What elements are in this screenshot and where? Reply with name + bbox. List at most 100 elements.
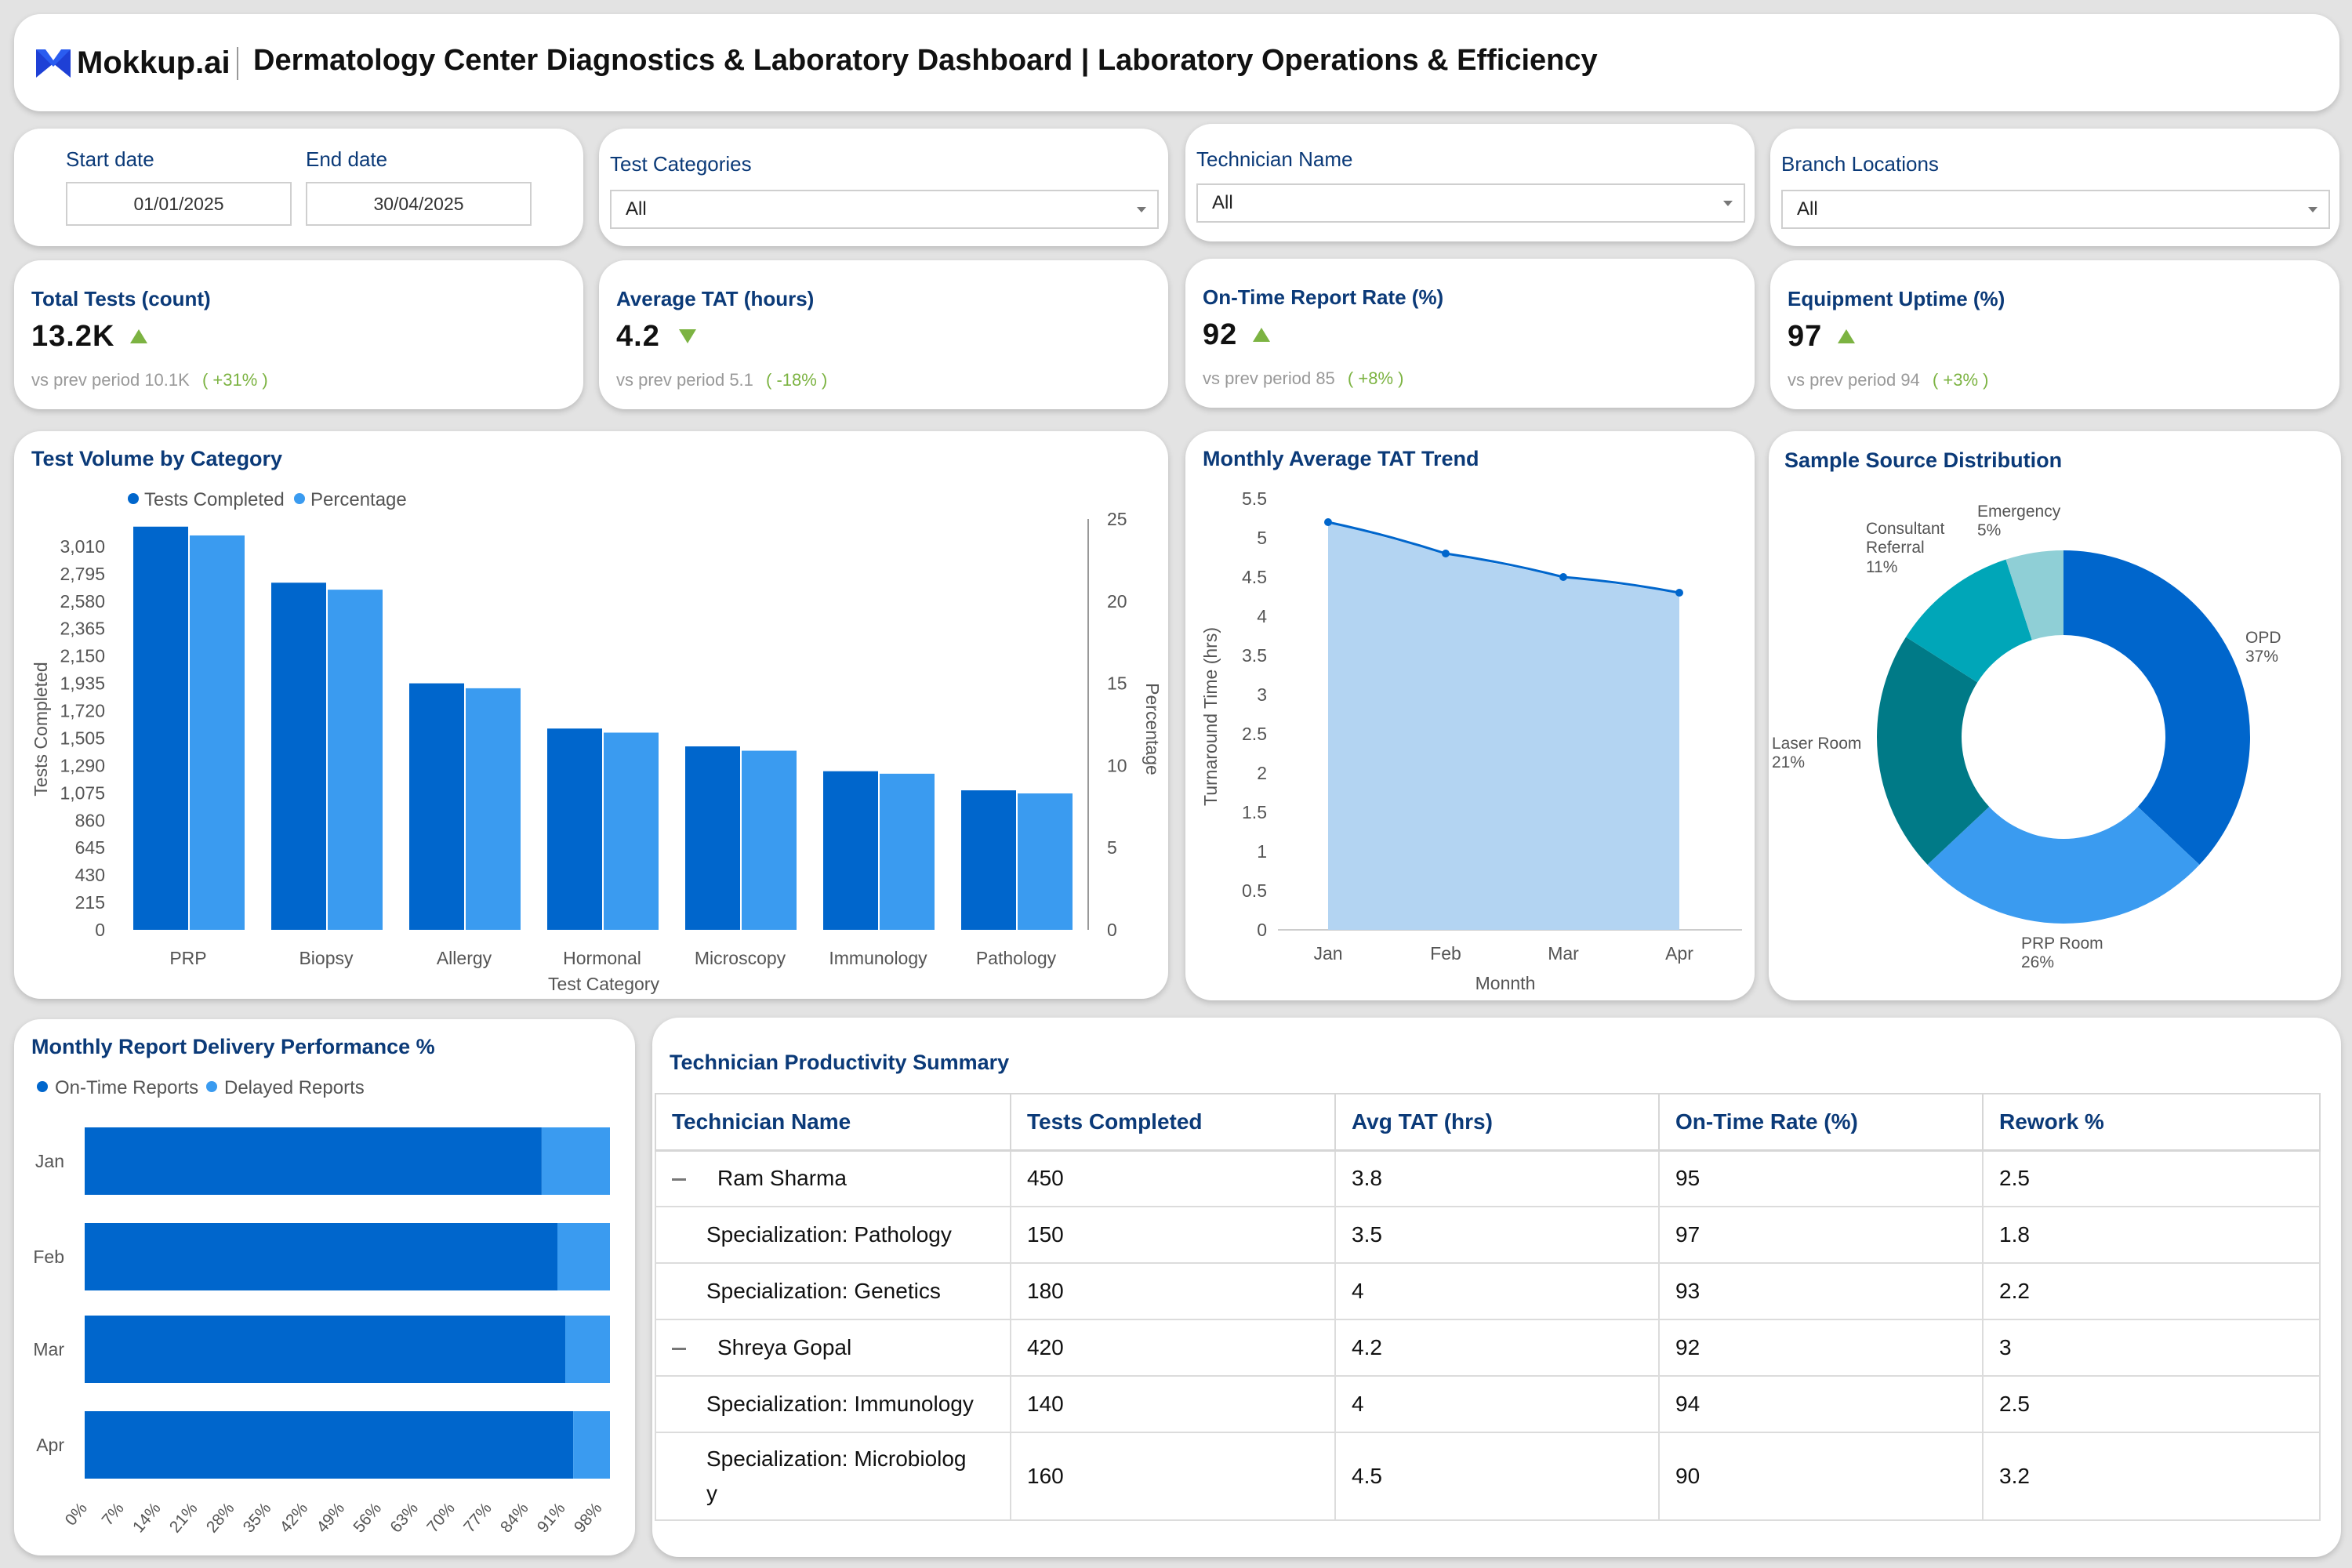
ontime-cell: 90: [1658, 1432, 1984, 1521]
y2-tick-label: 10: [1107, 755, 1127, 775]
collapse-icon[interactable]: [672, 1348, 686, 1351]
bar-percentage[interactable]: [604, 732, 659, 930]
test-categories-select[interactable]: All: [610, 190, 1159, 229]
y2-tick-label: 15: [1107, 673, 1127, 694]
test-categories-value: All: [626, 198, 647, 220]
legend-percentage[interactable]: Percentage: [310, 489, 407, 510]
col-tests-completed[interactable]: Tests Completed: [1010, 1093, 1336, 1152]
start-date-input[interactable]: 01/01/2025: [66, 182, 292, 226]
y-axis-label: Tests Completed: [31, 662, 51, 796]
col-rework[interactable]: Rework %: [1982, 1093, 2321, 1152]
logo-text: Mokkup.ai: [77, 45, 230, 80]
kpi-label: On-Time Report Rate (%): [1203, 285, 1444, 309]
y-tick-label: 0: [1257, 920, 1267, 940]
x-tick-label: Feb: [1430, 943, 1461, 964]
col-avg-tat[interactable]: Avg TAT (hrs): [1334, 1093, 1660, 1152]
bar-tests-completed[interactable]: [409, 683, 464, 930]
branch-select[interactable]: All: [1781, 190, 2330, 229]
col-on-time-rate[interactable]: On-Time Rate (%): [1658, 1093, 1984, 1152]
slice-laser-room[interactable]: [1877, 637, 1990, 865]
y-tick-label: 1: [1257, 841, 1267, 862]
y-tick-label: Mar: [33, 1339, 64, 1359]
trend-up-icon: [1838, 329, 1855, 343]
ontime-cell: 94: [1658, 1375, 1984, 1433]
table-row: Specialization: Immunology 140 4 94 2.5: [655, 1375, 2321, 1433]
slice-consultant-referral[interactable]: [1906, 559, 2032, 683]
y-tick-label: 4.5: [1242, 567, 1267, 587]
tat-point[interactable]: [1675, 589, 1683, 597]
legend-tests-completed[interactable]: Tests Completed: [144, 489, 285, 510]
rework-cell: 3: [1982, 1319, 2321, 1377]
bar-tests-completed[interactable]: [133, 526, 188, 930]
y-tick-label: 2,150: [60, 646, 105, 666]
bar-tests-completed[interactable]: [685, 746, 740, 930]
bar-percentage[interactable]: [190, 535, 245, 930]
x-tick-label: 14%: [129, 1499, 165, 1536]
slice-opd[interactable]: [2063, 550, 2250, 865]
tat-point[interactable]: [1324, 518, 1332, 526]
y-tick-label: 430: [75, 865, 105, 885]
bar-tests-completed[interactable]: [547, 728, 602, 930]
tat-area: [1328, 522, 1679, 930]
bar-delayed[interactable]: [541, 1127, 610, 1195]
bar-tests-completed[interactable]: [271, 583, 326, 930]
y-tick-label: Jan: [35, 1151, 64, 1171]
technician-select[interactable]: All: [1196, 183, 1745, 223]
y-tick-label: 2: [1257, 763, 1267, 783]
x-tick-label: PRP: [169, 948, 206, 968]
rework-cell: 2.5: [1982, 1149, 2321, 1207]
bar-tests-completed[interactable]: [823, 771, 878, 930]
y-tick-label: 5: [1257, 528, 1267, 548]
tests-cell: 180: [1010, 1262, 1336, 1320]
x-tick-label: 7%: [99, 1499, 128, 1529]
y-tick-label: 4: [1257, 606, 1267, 626]
table-row[interactable]: Shreya Gopal 420 4.2 92 3: [655, 1319, 2321, 1377]
legend-delayed-reports[interactable]: Delayed Reports: [224, 1077, 365, 1098]
rework-cell: 3.2: [1982, 1432, 2321, 1521]
bar-delayed[interactable]: [573, 1411, 610, 1479]
kpi-prev-label: vs prev period: [1788, 370, 1896, 390]
bar-percentage[interactable]: [880, 773, 935, 930]
table-row[interactable]: Ram Sharma 450 3.8 95 2.5: [655, 1149, 2321, 1207]
table-title: Technician Productivity Summary: [670, 1051, 1010, 1074]
bar-delayed[interactable]: [565, 1316, 610, 1383]
bar-on-time[interactable]: [85, 1316, 566, 1383]
bar-on-time[interactable]: [85, 1223, 557, 1290]
col-technician-name[interactable]: Technician Name: [655, 1093, 1011, 1152]
bar-tests-completed[interactable]: [961, 790, 1016, 930]
collapse-icon[interactable]: [672, 1178, 686, 1181]
tat-trend-card: Monthly Average TAT Trend Turnaround Tim…: [1185, 431, 1755, 1000]
tat-cell: 4.5: [1334, 1432, 1660, 1521]
slice-prp-room[interactable]: [1927, 806, 2200, 924]
kpi-value: 13.2K: [31, 320, 115, 353]
chart-title: Monthly Report Delivery Performance %: [31, 1035, 435, 1058]
kpi-change: ( +31% ): [201, 370, 268, 390]
tat-point[interactable]: [1559, 573, 1567, 581]
tests-cell: 160: [1010, 1432, 1336, 1521]
bar-percentage[interactable]: [328, 590, 383, 930]
table-row: Specialization: Genetics 180 4 93 2.2: [655, 1262, 2321, 1320]
sample-source-donut: OPD 37% PRP Room 26% Laser Room 21% Cons…: [1772, 503, 2281, 971]
bar-percentage[interactable]: [466, 688, 521, 930]
y-tick-label: 0: [95, 920, 105, 940]
slice-pct-emergency: 5%: [1977, 521, 2001, 539]
x-tick-label: Apr: [1665, 943, 1693, 964]
legend-on-time-reports[interactable]: On-Time Reports: [55, 1077, 198, 1098]
kpi-comparison: vs prev period 94 ( +3% ): [1788, 370, 1988, 390]
y-tick-label: 1,290: [60, 755, 105, 775]
bar-delayed[interactable]: [557, 1223, 610, 1290]
slice-emergency[interactable]: [2005, 550, 2063, 641]
tat-point[interactable]: [1442, 550, 1450, 557]
bar-percentage[interactable]: [1018, 793, 1073, 930]
logo[interactable]: Mokkup.ai: [36, 45, 230, 81]
y-tick-label: 2,365: [60, 619, 105, 639]
kpi-average-tat: Average TAT (hours) 4.2 vs prev period 5…: [599, 260, 1168, 409]
test-volume-card: Test Volume by Category Tests Completed …: [14, 431, 1168, 999]
test-categories-filter: Test Categories All: [599, 129, 1168, 246]
end-date-input[interactable]: 30/04/2025: [306, 182, 532, 226]
bar-on-time[interactable]: [85, 1127, 542, 1195]
bar-on-time[interactable]: [85, 1411, 574, 1479]
start-date-label: Start date: [66, 147, 154, 171]
y-tick-label: 860: [75, 810, 105, 830]
bar-percentage[interactable]: [742, 750, 797, 930]
